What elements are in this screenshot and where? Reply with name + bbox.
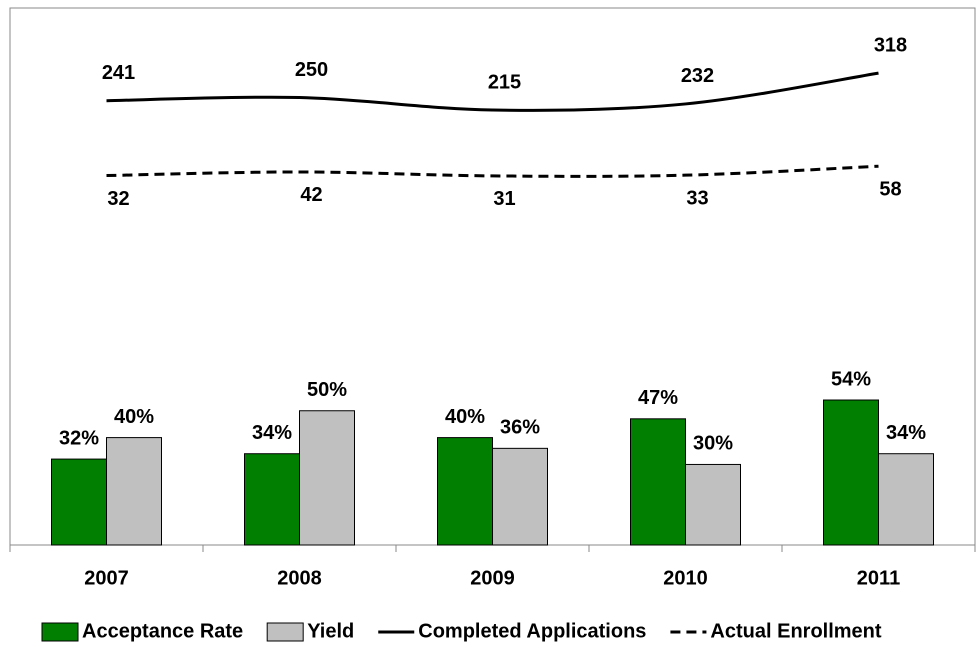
- data-label: 40%: [445, 406, 485, 428]
- data-label: 32: [107, 188, 129, 210]
- legend-swatch: [266, 622, 304, 642]
- data-label: 33: [686, 187, 708, 209]
- data-label: 215: [488, 71, 521, 93]
- legend-label: Completed Applications: [418, 620, 646, 642]
- bar: [106, 437, 162, 546]
- data-label: 30%: [693, 433, 733, 455]
- bar: [685, 463, 741, 546]
- legend-swatch: [41, 622, 79, 642]
- legend-label: Actual Enrollment: [710, 620, 881, 642]
- line-series: [106, 71, 879, 112]
- bar: [51, 458, 107, 546]
- bar: [630, 418, 686, 546]
- data-label: 47%: [638, 387, 678, 409]
- bar: [299, 410, 355, 546]
- bar: [244, 453, 300, 546]
- legend-label: Acceptance Rate: [82, 620, 243, 642]
- data-label: 50%: [307, 379, 347, 401]
- data-label: 34%: [252, 422, 292, 444]
- data-label: 40%: [114, 406, 154, 428]
- data-label: 32%: [59, 427, 99, 449]
- data-label: 318: [874, 34, 907, 56]
- x-tick-label: 2009: [470, 567, 515, 589]
- data-label: 58: [879, 179, 901, 201]
- bar: [437, 437, 493, 546]
- x-tick-label: 2010: [663, 567, 708, 589]
- bar: [878, 453, 934, 546]
- data-label: 42: [300, 184, 322, 206]
- x-tick-label: 2008: [277, 567, 322, 589]
- data-label: 54%: [831, 368, 871, 390]
- line-series: [106, 164, 879, 178]
- data-label: 232: [681, 65, 714, 87]
- data-label: 36%: [500, 417, 540, 439]
- bar: [823, 399, 879, 546]
- data-label: 34%: [886, 422, 926, 444]
- data-label: 241: [102, 62, 135, 84]
- x-tick-label: 2007: [84, 567, 129, 589]
- bar: [492, 447, 548, 546]
- data-label: 31: [493, 188, 515, 210]
- legend-label: Yield: [307, 620, 354, 642]
- x-tick-label: 2011: [857, 567, 900, 589]
- data-label: 250: [295, 59, 328, 81]
